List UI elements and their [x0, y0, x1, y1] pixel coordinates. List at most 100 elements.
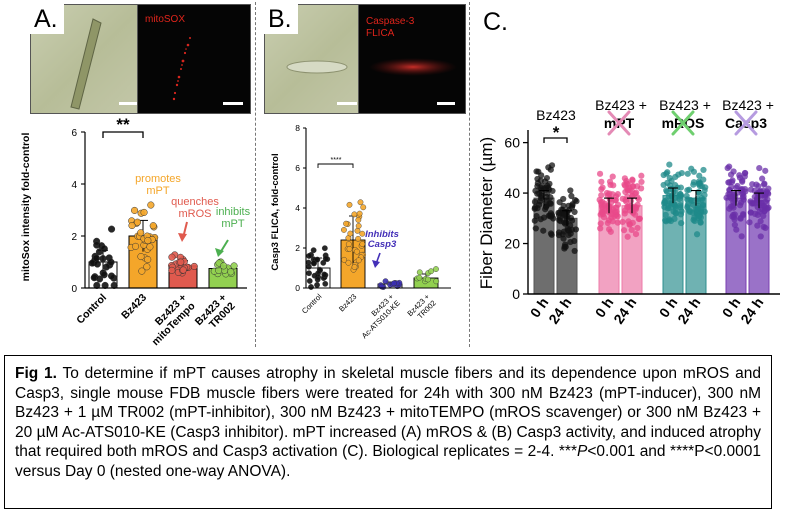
data-point — [314, 256, 321, 263]
caption-text-end: <0.001 and ****P<0.0001 versus Day 0 (ne… — [15, 443, 761, 480]
x-tick-label: Bz423 — [337, 292, 358, 313]
caspase-signal — [369, 58, 457, 76]
data-point — [220, 262, 228, 270]
data-point — [100, 245, 108, 253]
data-point — [762, 167, 769, 174]
data-point — [346, 201, 353, 208]
data-point — [614, 219, 621, 226]
data-point — [662, 217, 669, 224]
data-point — [671, 215, 678, 222]
data-point — [543, 174, 550, 182]
data-point — [149, 222, 157, 230]
data-point — [96, 275, 104, 283]
y-tick-label: 2 — [71, 232, 77, 243]
data-point — [131, 206, 139, 214]
data-point — [306, 278, 313, 284]
data-point — [599, 184, 606, 191]
data-point — [609, 173, 616, 180]
y-tick-label: 20 — [504, 236, 520, 252]
data-point — [613, 208, 620, 215]
data-point — [540, 227, 547, 234]
x-tick-label: Bz423 +TR002 — [193, 292, 238, 337]
data-point — [306, 253, 312, 259]
data-point — [533, 212, 540, 220]
data-point — [700, 176, 707, 183]
muscle-fiber-image — [70, 18, 102, 110]
data-point — [728, 183, 735, 191]
data-point — [622, 182, 629, 189]
data-point — [308, 284, 314, 290]
data-point — [757, 233, 764, 240]
data-point — [684, 170, 691, 177]
y-tick-label: 6 — [295, 163, 300, 173]
scale-bar — [119, 102, 137, 105]
x-tick-label: Bz423 +Ac-ATS010-KE — [353, 292, 402, 341]
data-point — [678, 220, 685, 227]
data-point — [177, 258, 185, 266]
data-point — [567, 187, 574, 194]
data-point — [760, 181, 768, 188]
data-point — [230, 262, 238, 270]
data-point — [726, 190, 734, 198]
data-point — [137, 229, 145, 237]
annotation-quenches: quenches mROS — [171, 196, 219, 220]
data-point — [612, 193, 620, 200]
data-point — [596, 196, 603, 203]
data-point — [357, 199, 364, 206]
arrow-head — [372, 260, 380, 268]
data-point — [731, 196, 738, 204]
group-label: Bz423 — [536, 107, 576, 123]
significance-marker: **** — [331, 157, 342, 164]
data-point — [355, 217, 362, 223]
data-point — [343, 220, 349, 227]
data-point — [765, 190, 772, 198]
data-point — [555, 229, 563, 236]
data-point — [556, 216, 563, 224]
data-point — [660, 181, 667, 189]
panel-b-tag: B. — [264, 4, 298, 34]
data-point — [102, 263, 111, 271]
x-tick-label: Bz423 +mitoTempo — [141, 292, 197, 348]
data-point — [596, 170, 604, 177]
data-point — [568, 192, 575, 200]
y-axis-label: mitoSox intensity fold-control — [20, 133, 32, 282]
data-point — [727, 171, 735, 178]
data-point — [700, 166, 707, 174]
data-point — [131, 242, 140, 250]
y-tick-label: 40 — [504, 185, 520, 201]
data-point — [684, 187, 691, 194]
data-point — [747, 209, 754, 216]
panel-a-mitosox-image: mitoSOX — [137, 4, 251, 114]
data-point — [734, 182, 741, 190]
data-point — [693, 231, 701, 238]
data-point — [605, 208, 612, 215]
arrow-head — [215, 248, 224, 257]
panel-c-chart: Fiber Diameter (µm) 0 20 40 60 * Bz423 Bz423… — [477, 97, 780, 327]
data-point — [697, 219, 704, 226]
data-point — [356, 210, 363, 217]
y-tick-label: 4 — [295, 203, 300, 213]
data-point — [761, 207, 768, 215]
data-point — [733, 226, 740, 233]
data-point — [425, 276, 431, 283]
annotation-inhibits-casp3: Inhibits Casp3 — [365, 229, 399, 250]
data-point — [547, 166, 554, 173]
mitosox-signal — [172, 37, 191, 101]
significance-marker: ** — [116, 115, 130, 134]
data-point — [310, 247, 317, 254]
data-point — [762, 224, 769, 231]
data-point — [738, 233, 745, 240]
data-point — [321, 271, 328, 278]
y-tick-label: 0 — [512, 286, 520, 302]
x-tick-label: 24 h — [545, 295, 574, 327]
data-point — [677, 202, 684, 209]
data-point — [168, 253, 176, 261]
panel-separator — [469, 2, 470, 347]
data-point — [128, 221, 136, 230]
data-point — [140, 208, 148, 216]
data-point — [168, 266, 176, 274]
annotation-inhibits: inhibits mPT — [216, 206, 251, 230]
x-tick-label: 24 h — [737, 295, 766, 327]
data-point — [628, 226, 635, 234]
data-point — [537, 177, 544, 184]
